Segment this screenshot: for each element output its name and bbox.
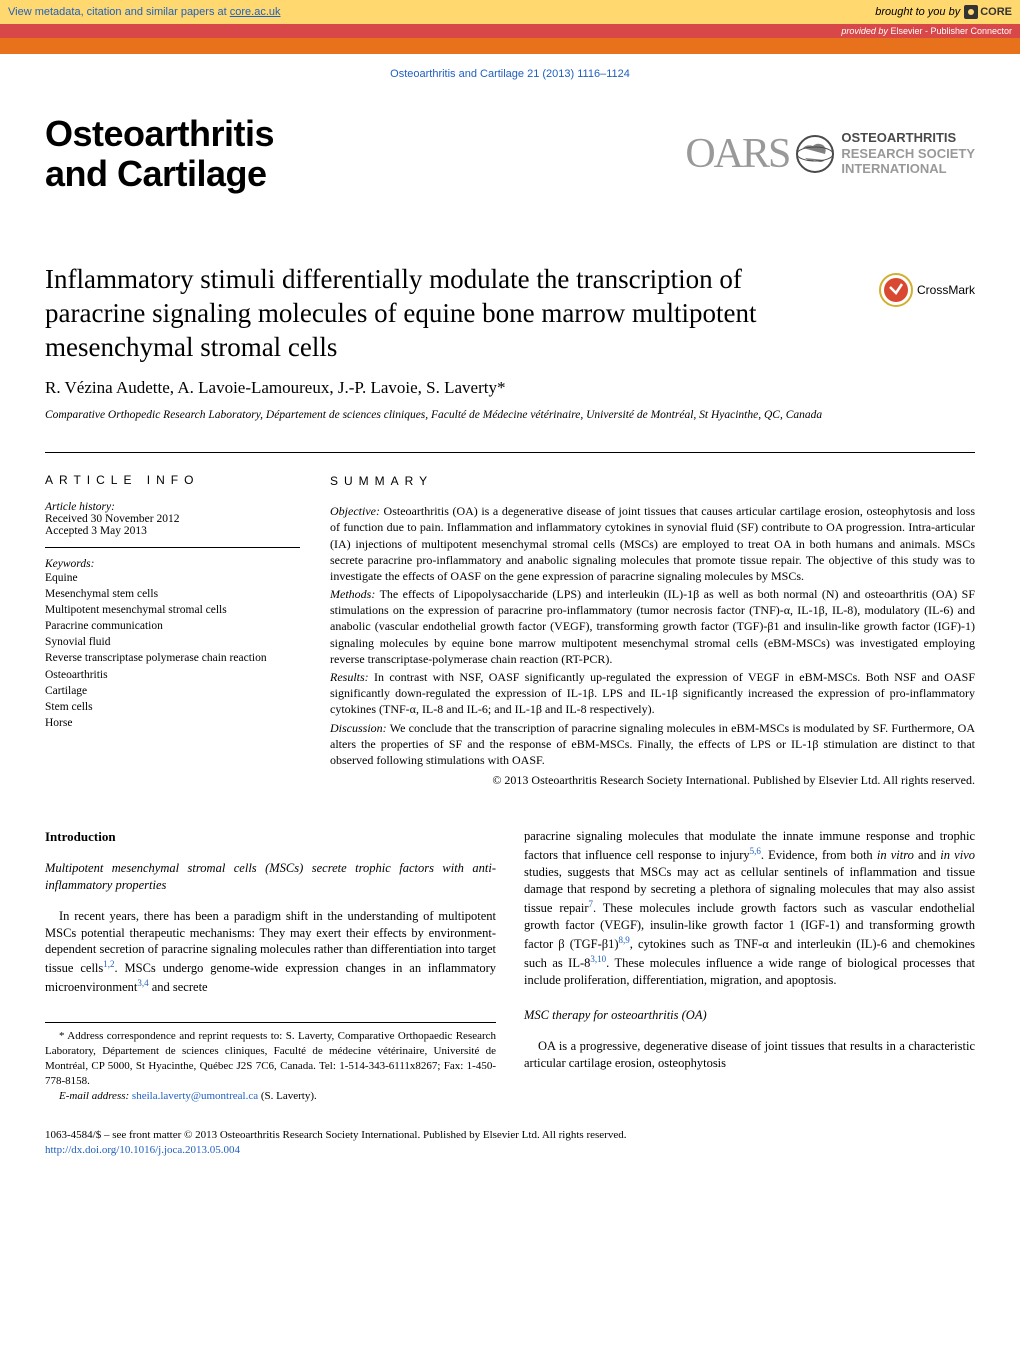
history-received: Received 30 November 2012 <box>45 513 300 525</box>
oars-text: OARS <box>685 130 789 178</box>
methods-text: The effects of Lipopolysaccharide (LPS) … <box>330 587 975 666</box>
provided-by-bar: provided by Elsevier - Publisher Connect… <box>0 24 1020 38</box>
core-link[interactable]: core.ac.uk <box>230 6 281 18</box>
title-row: Inflammatory stimuli differentially modu… <box>45 263 975 364</box>
society-line2: RESEARCH SOCIETY <box>841 146 975 162</box>
col2-para-2: OA is a progressive, degenerative diseas… <box>524 1038 975 1072</box>
summary-results: Results: In contrast with NSF, OASF sign… <box>330 669 975 718</box>
core-banner: View metadata, citation and similar pape… <box>0 0 1020 24</box>
society-line3: INTERNATIONAL <box>841 161 975 177</box>
keywords-list: Equine Mesenchymal stem cells Multipoten… <box>45 570 300 731</box>
keyword: Cartilage <box>45 683 300 699</box>
citation-34[interactable]: 3,4 <box>137 978 148 988</box>
results-label: Results: <box>330 670 369 684</box>
keyword: Equine <box>45 570 300 586</box>
core-left-text: View metadata, citation and similar pape… <box>8 6 230 18</box>
article-title: Inflammatory stimuli differentially modu… <box>45 263 825 364</box>
authors: R. Vézina Audette, A. Lavoie-Lamoureux, … <box>45 378 975 398</box>
journal-header: Osteoarthritis and Cartilage OARS OSTEOA… <box>45 94 975 223</box>
crossmark-icon <box>879 273 913 307</box>
crossmark-badge[interactable]: CrossMark <box>879 263 975 307</box>
keyword: Osteoarthritis <box>45 667 300 683</box>
column-left: Introduction Multipotent mesenchymal str… <box>45 828 496 1103</box>
keyword: Multipotent mesenchymal stromal cells <box>45 602 300 618</box>
p1c: and secrete <box>149 980 208 994</box>
article-info-sidebar: ARTICLE INFO Article history: Received 3… <box>45 473 300 788</box>
core-right: brought to you by CORE <box>875 5 1012 19</box>
keyword: Synovial fluid <box>45 634 300 650</box>
core-metadata-link[interactable]: View metadata, citation and similar pape… <box>8 6 281 18</box>
c2c: and <box>914 848 940 862</box>
core-logo[interactable]: CORE <box>964 5 1012 19</box>
footer-copyright: 1063-4584/$ – see front matter © 2013 Os… <box>45 1128 975 1143</box>
article-body: ARTICLE INFO Article history: Received 3… <box>45 452 975 788</box>
summary-label: SUMMARY <box>330 473 975 489</box>
objective-label: Objective: <box>330 504 380 518</box>
column-right: paracrine signaling molecules that modul… <box>524 828 975 1103</box>
correspondence-footnote: * Address correspondence and reprint req… <box>45 1029 496 1088</box>
email-footnote: E-mail address: sheila.laverty@umontreal… <box>45 1089 496 1104</box>
summary-methods: Methods: The effects of Lipopolysacchari… <box>330 586 975 667</box>
history-label: Article history: <box>45 501 300 513</box>
summary-objective: Objective: Osteoarthritis (OA) is a dege… <box>330 503 975 584</box>
main-text: Introduction Multipotent mesenchymal str… <box>45 828 975 1103</box>
invitro: in vitro <box>877 848 914 862</box>
article-info-label: ARTICLE INFO <box>45 473 300 487</box>
c2b: . Evidence, from both <box>761 848 877 862</box>
crossmark-label: CrossMark <box>917 283 975 297</box>
keyword: Mesenchymal stem cells <box>45 586 300 602</box>
keyword: Paracrine communication <box>45 618 300 634</box>
citation-12[interactable]: 1,2 <box>103 959 114 969</box>
society-text: OSTEOARTHRITIS RESEARCH SOCIETY INTERNAT… <box>841 130 975 177</box>
results-text: In contrast with NSF, OASF significantly… <box>330 670 975 716</box>
email-label: E-mail address: <box>59 1090 132 1102</box>
keyword: Reverse transcriptase polymerase chain r… <box>45 650 300 666</box>
footnote-block: * Address correspondence and reprint req… <box>45 1022 496 1103</box>
brought-text: brought to you by <box>875 6 960 18</box>
orange-stripe <box>0 38 1020 54</box>
sub-heading-1: Multipotent mesenchymal stromal cells (M… <box>45 860 496 894</box>
journal-name-line1: Osteoarthritis <box>45 114 274 154</box>
citation-56[interactable]: 5,6 <box>750 846 761 856</box>
journal-name-line2: and Cartilage <box>45 154 274 194</box>
provided-prefix: provided by <box>841 26 890 36</box>
intro-heading: Introduction <box>45 828 496 846</box>
keyword: Horse <box>45 715 300 731</box>
history-block: Article history: Received 30 November 20… <box>45 501 300 548</box>
society-line1: OSTEOARTHRITIS <box>841 130 975 146</box>
provided-text: Elsevier - Publisher Connector <box>890 26 1012 36</box>
affiliation: Comparative Orthopedic Research Laborato… <box>45 408 975 424</box>
citation-310[interactable]: 3,10 <box>590 954 606 964</box>
oars-logo-block: OARS OSTEOARTHRITIS RESEARCH SOCIETY INT… <box>685 130 975 178</box>
citation-89[interactable]: 8,9 <box>619 935 630 945</box>
discussion-label: Discussion: <box>330 721 387 735</box>
col2-para-1: paracrine signaling molecules that modul… <box>524 828 975 989</box>
core-logo-icon <box>964 5 978 19</box>
core-logo-text: CORE <box>980 6 1012 18</box>
journal-title: Osteoarthritis and Cartilage <box>45 114 274 193</box>
history-accepted: Accepted 3 May 2013 <box>45 525 300 537</box>
sub-heading-2: MSC therapy for osteoarthritis (OA) <box>524 1007 975 1024</box>
summary-column: SUMMARY Objective: Osteoarthritis (OA) i… <box>330 473 975 788</box>
email-suffix: (S. Laverty). <box>258 1090 317 1102</box>
summary-discussion: Discussion: We conclude that the transcr… <box>330 720 975 769</box>
keyword: Stem cells <box>45 699 300 715</box>
footer: 1063-4584/$ – see front matter © 2013 Os… <box>0 1128 1020 1189</box>
objective-text: Osteoarthritis (OA) is a degenerative di… <box>330 504 975 583</box>
doi-link[interactable]: http://dx.doi.org/10.1016/j.joca.2013.05… <box>45 1143 975 1158</box>
invivo: in vivo <box>940 848 975 862</box>
keywords-label: Keywords: <box>45 558 300 570</box>
journal-reference[interactable]: Osteoarthritis and Cartilage 21 (2013) 1… <box>45 54 975 94</box>
intro-para-1: In recent years, there has been a paradi… <box>45 908 496 997</box>
summary-copyright: © 2013 Osteoarthritis Research Society I… <box>330 772 975 788</box>
methods-label: Methods: <box>330 587 375 601</box>
email-link[interactable]: sheila.laverty@umontreal.ca <box>132 1090 258 1102</box>
discussion-text: We conclude that the transcription of pa… <box>330 721 975 767</box>
globe-icon <box>795 134 835 174</box>
